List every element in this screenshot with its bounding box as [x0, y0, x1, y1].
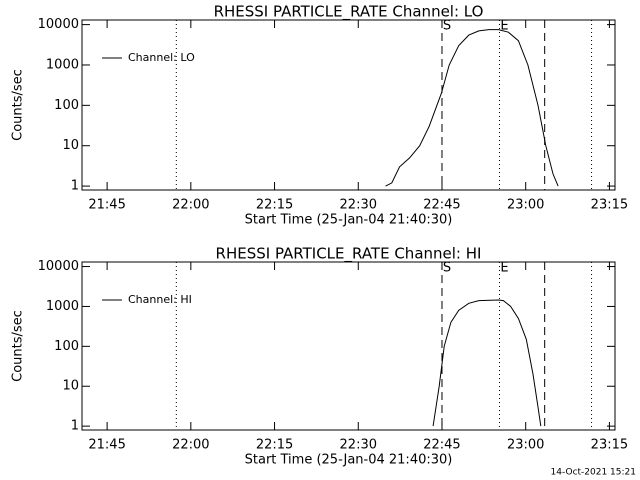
- y-tick-label: 10: [62, 379, 79, 394]
- chart-title: RHESSI PARTICLE_RATE Channel: HI: [216, 245, 482, 264]
- y-tick-label: 1000: [46, 299, 79, 314]
- y-tick-label: 10000: [38, 259, 79, 274]
- x-tick-label: 22:30: [340, 438, 377, 453]
- y-tick-label: 10000: [38, 17, 79, 32]
- x-tick-label: 23:15: [591, 438, 628, 453]
- x-tick-label: 22:45: [423, 438, 460, 453]
- y-tick-label: 1: [71, 179, 79, 194]
- marker-label: E: [500, 261, 508, 276]
- series-line: [385, 29, 559, 187]
- legend-label: Channel: LO: [128, 51, 195, 64]
- y-tick-label: 1000: [46, 57, 79, 72]
- x-tick-label: 22:45: [423, 198, 460, 213]
- x-tick-label: 23:00: [507, 438, 544, 453]
- x-tick-label: 22:00: [172, 438, 209, 453]
- marker-label: E: [500, 19, 508, 34]
- y-tick-label: 100: [54, 98, 79, 113]
- y-tick-label: 1: [71, 419, 79, 434]
- marker-label: S: [443, 19, 451, 34]
- x-tick-label: 22:15: [256, 198, 293, 213]
- x-tick-label: 23:15: [591, 198, 628, 213]
- x-tick-label: 22:30: [340, 198, 377, 213]
- legend-label: Channel: HI: [128, 293, 192, 306]
- marker-label: S: [443, 261, 451, 276]
- x-tick-label: 23:00: [507, 198, 544, 213]
- x-tick-label: 21:45: [88, 438, 125, 453]
- x-axis-label: Start Time (25-Jan-04 21:40:30): [245, 213, 453, 228]
- y-axis-label: Counts/sec: [11, 310, 26, 382]
- y-tick-label: 100: [54, 339, 79, 354]
- series-line: [432, 299, 542, 427]
- y-axis-label: Counts/sec: [11, 69, 26, 141]
- x-axis-label: Start Time (25-Jan-04 21:40:30): [245, 453, 453, 468]
- plot-frame: [81, 261, 616, 431]
- chart-title: RHESSI PARTICLE_RATE Channel: LO: [214, 3, 484, 22]
- y-tick-label: 10: [62, 138, 79, 153]
- footer: 14-Oct-2021 15:21: [551, 468, 636, 478]
- x-tick-label: 22:15: [256, 438, 293, 453]
- x-tick-label: 21:45: [88, 198, 125, 213]
- plot-frame: [81, 19, 616, 191]
- x-tick-label: 22:00: [172, 198, 209, 213]
